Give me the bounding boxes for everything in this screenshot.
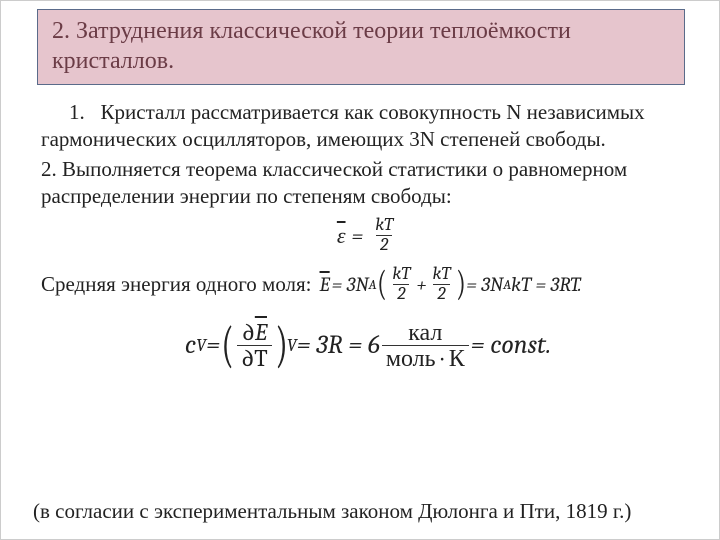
- E-subA1: A: [369, 276, 377, 293]
- E-subA2: A: [503, 276, 511, 293]
- eps-num: kT: [371, 216, 397, 235]
- mean-energy-label: Средняя энергия одного моля:: [41, 272, 312, 297]
- E-eq1: = 3N: [332, 273, 369, 296]
- paragraph-2: 2. Выполняется теорема классической стат…: [41, 156, 695, 211]
- p1-text: Кристалл рассматривается как совокупност…: [41, 100, 645, 151]
- E-plus: +: [416, 273, 426, 296]
- cv-Etop: E: [255, 318, 267, 346]
- cv-c: c: [185, 330, 196, 360]
- cv-unit-den: моль · К: [382, 345, 469, 371]
- E-t2-num: kT: [429, 265, 455, 284]
- slide-title: 2. Затруднения классической теории тепло…: [52, 16, 670, 76]
- p1-number: 1.: [69, 100, 85, 124]
- slide: 2. Затруднения классической теории тепло…: [0, 0, 720, 540]
- cv-eq: =: [206, 330, 220, 360]
- formula-mean-energy: E = 3NA ( kT 2 + kT 2 ) = 3NA kT = 3RT.: [320, 265, 582, 304]
- footer-note: (в согласии с экспериментальным законом …: [33, 498, 695, 525]
- title-box: 2. Затруднения классической теории тепло…: [37, 9, 685, 85]
- E-t1-num: kT: [388, 265, 414, 284]
- eps-den: 2: [376, 235, 392, 255]
- cv-eq2: = 3R = 6: [297, 330, 380, 360]
- E-t1-den: 2: [393, 284, 409, 304]
- formula-cv: cV = ( ∂E ∂T )V = 3R = 6 кал моль · К = …: [41, 320, 695, 371]
- cv-Vsub: V: [196, 335, 206, 356]
- paragraph-1: 1. Кристалл рассматривается как совокупн…: [41, 99, 695, 154]
- cv-dbot: ∂T: [241, 344, 267, 372]
- E-kT: kT = 3RT.: [511, 273, 581, 296]
- cv-dtop: ∂: [242, 318, 255, 346]
- mean-energy-row: Средняя энергия одного моля: E = 3NA ( k…: [41, 265, 695, 304]
- E-t2-den: 2: [433, 284, 449, 304]
- E-eq2: = 3N: [466, 273, 503, 296]
- cv-unit-num: кал: [404, 320, 446, 345]
- formula-epsilon: ε= kT 2: [41, 216, 695, 255]
- cv-subV: V: [287, 335, 297, 356]
- cv-eq3: = const.: [471, 330, 551, 360]
